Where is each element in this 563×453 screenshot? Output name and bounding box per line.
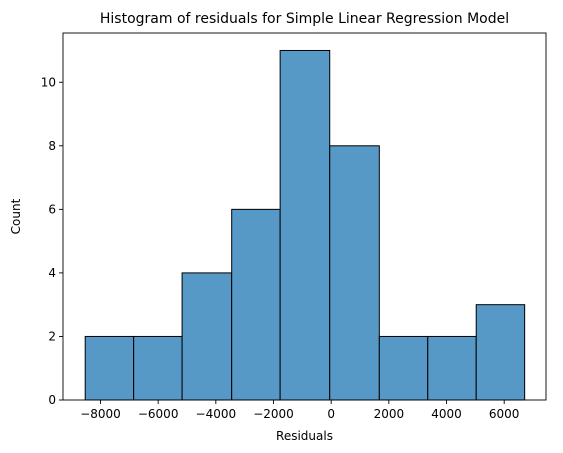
- x-tick-label: −4000: [196, 407, 237, 421]
- x-tick-label: −2000: [253, 407, 294, 421]
- x-tick-label: −6000: [138, 407, 179, 421]
- histogram-bar-2: [133, 335, 183, 401]
- x-tick-label: 0: [327, 407, 335, 421]
- y-axis-ticks: 0 2 4 6 8 10: [41, 75, 63, 407]
- chart-title: Histogram of residuals for Simple Linear…: [100, 11, 509, 27]
- histogram-bars: [84, 49, 526, 401]
- histogram-bar-9: [475, 304, 526, 401]
- y-tick-label: 4: [48, 266, 56, 280]
- y-tick-label: 6: [48, 202, 56, 216]
- histogram-bar-7: [378, 335, 429, 401]
- y-tick-label: 10: [41, 75, 56, 89]
- histogram-bar-6: [329, 145, 380, 401]
- x-tick-label: −8000: [80, 407, 121, 421]
- y-tick-label: 8: [48, 139, 56, 153]
- histogram-bar-1: [84, 335, 135, 401]
- histogram-bar-5: [279, 49, 331, 401]
- y-axis-label: Count: [9, 198, 23, 234]
- histogram-bar-4: [231, 208, 281, 401]
- histogram-bar-3: [181, 272, 233, 401]
- plot-frame: [62, 32, 547, 401]
- y-tick-label: 2: [48, 329, 56, 343]
- histogram-bar-8: [427, 335, 477, 401]
- x-tick-label: 2000: [374, 407, 405, 421]
- x-tick-label: 6000: [489, 407, 520, 421]
- x-axis-ticks: −8000 −6000 −4000 −2000 0 2000 4000 6000: [80, 400, 519, 421]
- y-tick-label: 0: [48, 393, 56, 407]
- x-tick-label: 4000: [431, 407, 462, 421]
- x-axis-label: Residuals: [276, 429, 333, 443]
